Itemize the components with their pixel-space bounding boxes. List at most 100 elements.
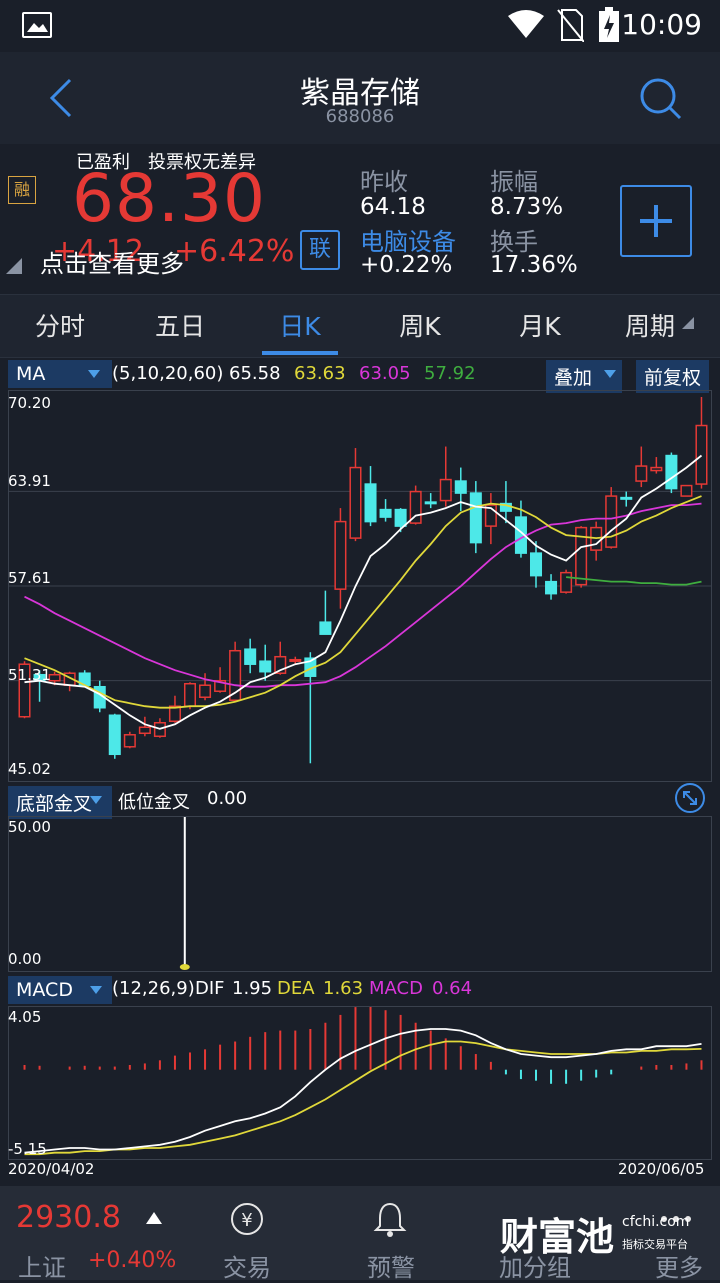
tab-period[interactable]: 周期 <box>624 312 675 341</box>
view-more-overlay[interactable]: 点击查看更多 <box>40 250 184 278</box>
trade-icon[interactable]: ¥ <box>228 1200 266 1238</box>
candle-body <box>319 621 332 635</box>
alert-tab[interactable]: 预警 <box>367 1254 415 1282</box>
indicator-label: 低位金叉 <box>118 792 190 813</box>
page-title: 紫晶存储 <box>300 76 420 111</box>
candle-body <box>364 483 377 523</box>
dea-value: 1.63 <box>323 978 364 999</box>
ma60-line <box>566 576 702 586</box>
ma20-line <box>24 502 702 688</box>
ma20-value: 63.05 <box>359 363 411 384</box>
watermark-site: cfchi.com <box>622 1214 690 1230</box>
candle-body <box>183 682 197 707</box>
candle-body <box>695 424 708 485</box>
candle-body <box>650 466 663 472</box>
kline-axis-3: 57.61 <box>8 569 51 587</box>
macd-caret-icon <box>90 986 102 994</box>
search-icon[interactable] <box>638 76 682 120</box>
macd-label: MACD <box>369 978 423 999</box>
tab-monthly-k[interactable]: 月K <box>519 312 561 341</box>
macd-selector[interactable]: MACD <box>8 976 112 1004</box>
active-tab-indicator <box>262 351 338 355</box>
macd-chart[interactable] <box>8 1006 712 1160</box>
battery-icon <box>598 7 620 43</box>
candle-body <box>665 454 678 490</box>
candle-body <box>48 673 61 682</box>
price-change: +4.12 <box>52 234 144 269</box>
candle-body <box>259 660 272 673</box>
stock-code: 688086 <box>325 106 395 127</box>
dif-label: DIF <box>195 978 225 999</box>
macd-params: (12,26,9) <box>112 978 195 999</box>
overlay-caret-icon <box>604 370 616 378</box>
tab-weekly-k[interactable]: 周K <box>399 312 441 341</box>
indicator-caret-icon <box>90 796 102 804</box>
candle-body <box>123 734 136 748</box>
prev-close-label: 昨收 <box>360 168 408 196</box>
image-icon <box>22 12 52 38</box>
sector-change: +0.22% <box>360 252 453 278</box>
indicator-axis-bottom: 0.00 <box>8 950 42 968</box>
indicator-selector-label: 底部金叉 <box>16 793 93 815</box>
dea-line <box>24 1040 702 1156</box>
candle-body <box>454 480 467 494</box>
watermark-subtitle: 指标交易平台 <box>622 1238 688 1251</box>
signal-dot <box>179 964 190 970</box>
indicator-value: 0.00 <box>207 788 248 809</box>
tab-daily-k[interactable]: 日K <box>279 312 321 341</box>
candle-body <box>439 478 452 502</box>
candle-body <box>18 663 31 718</box>
sector-link[interactable]: 电脑设备 <box>360 228 456 256</box>
amplitude-label: 振幅 <box>490 168 538 196</box>
candle-body <box>229 649 242 701</box>
more-icon[interactable] <box>656 1204 696 1234</box>
dif-line <box>24 1028 702 1154</box>
bottom-bar: 2930.8 上证 +0.40% ¥ 交易 预警 加分组 更多 财富池 cfch… <box>0 1186 720 1282</box>
kline-axis-2: 63.91 <box>8 472 51 490</box>
more-tab[interactable]: 更多 <box>655 1254 703 1282</box>
header: 紫晶存储 688086 <box>0 52 720 144</box>
expand-icon[interactable] <box>674 782 706 814</box>
index-name: 上证 <box>18 1254 66 1282</box>
period-tabs: 分时 五日 日K 周K 月K 周期 <box>0 294 720 358</box>
candle-body <box>289 658 302 662</box>
candle-body <box>199 684 212 698</box>
kline-chart[interactable] <box>8 390 712 782</box>
kline-axis-bottom: 45.02 <box>8 760 51 778</box>
turnover-value: 17.36% <box>490 252 578 278</box>
voting-tag: 投票权无差异 <box>148 152 256 173</box>
bell-icon[interactable] <box>372 1200 408 1238</box>
add-watchlist-button[interactable] <box>620 185 692 257</box>
candle-body <box>394 508 407 527</box>
indicator-selector[interactable]: 底部金叉 <box>8 786 112 819</box>
tab-five-day[interactable]: 五日 <box>154 312 205 341</box>
candle-body <box>560 571 573 593</box>
corner-triangle-icon <box>6 258 22 274</box>
candle-body <box>334 520 347 590</box>
candle-body <box>379 508 392 518</box>
overlay-button-label: 叠加 <box>554 367 593 389</box>
link-button[interactable]: 联 <box>300 230 340 270</box>
index-value[interactable]: 2930.8 <box>16 1200 121 1235</box>
indicator-axis-top: 50.00 <box>8 818 51 836</box>
quote-panel[interactable]: 融 已盈利 投票权无差异 68.30 +4.12 +6.42% 点击查看更多 联… <box>0 144 720 294</box>
candle-body <box>274 655 287 674</box>
add-group-tab[interactable]: 加分组 <box>499 1254 571 1282</box>
back-icon[interactable] <box>44 76 78 120</box>
candle-body <box>168 705 181 723</box>
candle-body <box>244 648 257 665</box>
indicator-chart[interactable] <box>8 816 712 972</box>
trade-tab[interactable]: 交易 <box>223 1254 271 1282</box>
candle-body <box>620 496 633 500</box>
ma10-value: 63.63 <box>294 363 346 384</box>
kline-axis-top: 70.20 <box>8 394 51 412</box>
ma-selector-label: MA <box>16 363 46 385</box>
amplitude-value: 8.73% <box>490 194 564 220</box>
macd-axis-bottom: -5.15 <box>8 1140 47 1158</box>
period-dropdown-icon <box>682 317 694 329</box>
tab-intraday[interactable]: 分时 <box>34 312 85 341</box>
adjust-button[interactable]: 前复权 <box>636 360 710 393</box>
candle-body <box>605 495 618 548</box>
no-sim-icon <box>556 8 584 42</box>
candle-body <box>138 726 151 735</box>
